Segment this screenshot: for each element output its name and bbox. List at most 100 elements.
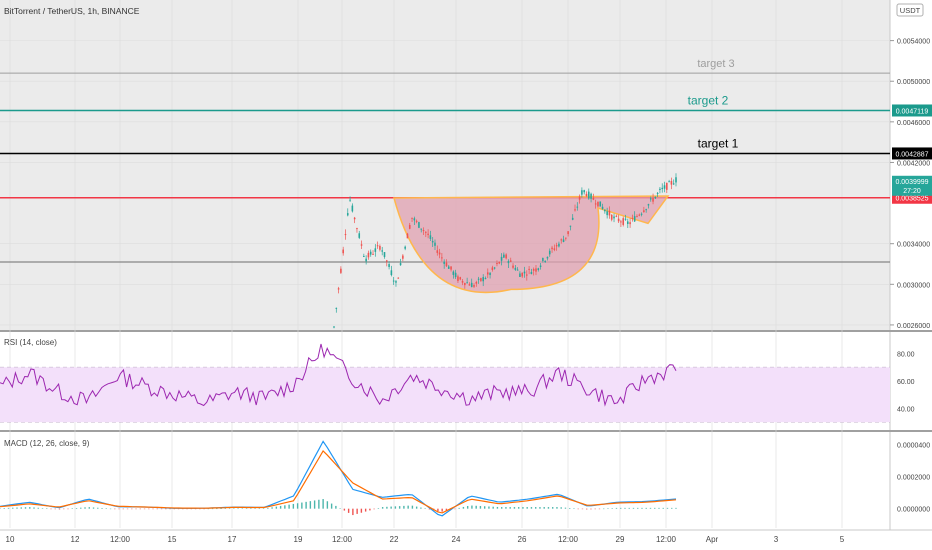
macd-histogram-bar bbox=[483, 506, 486, 509]
time-tick-label: 19 bbox=[294, 535, 303, 544]
macd-histogram-bar bbox=[88, 507, 90, 509]
candle-body bbox=[441, 257, 443, 259]
macd-histogram-bar bbox=[250, 508, 252, 509]
macd-histogram-bar bbox=[109, 508, 112, 510]
macd-histogram-bar bbox=[292, 503, 295, 509]
candle-body bbox=[353, 217, 356, 220]
candle-body bbox=[450, 266, 452, 270]
countdown-text: 27:20 bbox=[903, 188, 921, 195]
macd-histogram-bar bbox=[275, 506, 278, 509]
candle-body bbox=[633, 216, 636, 222]
candle-body bbox=[645, 209, 647, 211]
macd-histogram-bar bbox=[24, 507, 27, 509]
macd-histogram-bar bbox=[671, 507, 673, 509]
currency-box[interactable] bbox=[896, 3, 924, 17]
candle-body bbox=[454, 272, 457, 278]
macd-histogram-bar bbox=[37, 507, 39, 509]
macd-histogram-bar bbox=[330, 503, 333, 509]
macd-histogram-bar bbox=[343, 508, 346, 511]
candle-body bbox=[649, 198, 652, 200]
price-tick-label: 0.0050000 bbox=[897, 79, 930, 86]
rsi-line bbox=[0, 343, 677, 407]
candle-body bbox=[372, 253, 374, 255]
candle-body bbox=[604, 209, 606, 212]
time-tick-label: 26 bbox=[518, 535, 527, 544]
time-tick-label: 5 bbox=[840, 535, 845, 544]
candle-body bbox=[346, 213, 349, 216]
macd-histogram-bar bbox=[364, 508, 367, 512]
macd-histogram-bar bbox=[466, 506, 469, 509]
macd-histogram-bar bbox=[471, 505, 473, 509]
macd-histogram-bar bbox=[165, 508, 167, 510]
indicator-lines bbox=[0, 343, 677, 517]
candle-body bbox=[548, 250, 551, 255]
macd-histogram-bar bbox=[573, 508, 575, 509]
candle-body bbox=[537, 268, 540, 270]
candle-body bbox=[507, 260, 510, 264]
macd-histogram-bar bbox=[241, 508, 244, 509]
macd-histogram-bar bbox=[475, 505, 477, 509]
candle-body bbox=[560, 239, 563, 241]
price-tick-label: 0.0034000 bbox=[897, 242, 930, 249]
candle-body bbox=[337, 288, 340, 290]
macd-histogram-bar bbox=[284, 505, 286, 509]
level-axis-tag-text: 0.0047119 bbox=[896, 108, 929, 115]
macd-histogram-bar bbox=[458, 507, 460, 509]
candle-body bbox=[367, 252, 370, 258]
price-tick-label: 0.0030000 bbox=[897, 282, 930, 289]
macd-histogram-bar bbox=[237, 508, 239, 509]
macd-histogram-bar bbox=[649, 507, 652, 509]
candle-body bbox=[544, 260, 546, 262]
macd-histogram-bar bbox=[41, 508, 44, 509]
candle-body bbox=[360, 244, 363, 246]
candle-body bbox=[514, 267, 517, 270]
macd-histogram-bar bbox=[377, 508, 380, 509]
candle-body bbox=[672, 183, 675, 185]
candle-body bbox=[666, 182, 668, 190]
candle-body bbox=[500, 256, 503, 261]
macd-histogram-bar bbox=[71, 508, 73, 509]
macd-histogram-bar bbox=[407, 505, 409, 509]
time-tick-label: 22 bbox=[390, 535, 399, 544]
macd-histogram-bar bbox=[581, 508, 584, 510]
macd-histogram-bar bbox=[462, 506, 465, 509]
macd-histogram-bar bbox=[54, 508, 56, 510]
candle-body bbox=[670, 180, 673, 185]
candle-body bbox=[587, 191, 590, 199]
macd-histogram-bar bbox=[479, 506, 482, 509]
macd-histogram-bar bbox=[526, 507, 528, 509]
candle-body bbox=[363, 255, 365, 257]
macd-histogram-bar bbox=[186, 508, 188, 510]
macd-histogram-bar bbox=[46, 508, 48, 509]
candle-body bbox=[356, 228, 358, 230]
candle-body bbox=[422, 230, 425, 232]
macd-histogram-bar bbox=[637, 507, 639, 509]
candle-body bbox=[445, 262, 448, 267]
level-axis-tag-text: 0.0042887 bbox=[895, 151, 928, 158]
candle-body bbox=[565, 237, 567, 239]
macd-histogram-bar bbox=[143, 508, 146, 510]
candle-body bbox=[643, 210, 645, 212]
macd-histogram-bar bbox=[607, 508, 609, 509]
candle-body bbox=[408, 224, 411, 229]
macd-histogram-bar bbox=[3, 508, 5, 509]
candle-body bbox=[528, 268, 530, 270]
candle-body bbox=[661, 187, 664, 190]
macd-histogram-bar bbox=[84, 507, 86, 509]
macd-histogram-bar bbox=[394, 506, 397, 509]
macd-histogram-bar bbox=[428, 508, 431, 510]
macd-title: MACD (12, 26, close, 9) bbox=[4, 439, 90, 448]
candle-body bbox=[675, 177, 677, 183]
macd-histogram-bar bbox=[547, 507, 550, 509]
candle-body bbox=[571, 217, 574, 220]
candle-body bbox=[342, 249, 344, 254]
macd-histogram-bar bbox=[381, 507, 384, 509]
macd-histogram-bar bbox=[569, 507, 571, 509]
macd-histogram-bar bbox=[556, 507, 558, 509]
level-axis-tag-text: 0.0038525 bbox=[895, 196, 928, 203]
macd-histogram-bar bbox=[203, 508, 205, 510]
macd-histogram-bar bbox=[20, 507, 22, 509]
macd-histogram-bar bbox=[160, 508, 163, 510]
candle-body bbox=[599, 201, 602, 207]
